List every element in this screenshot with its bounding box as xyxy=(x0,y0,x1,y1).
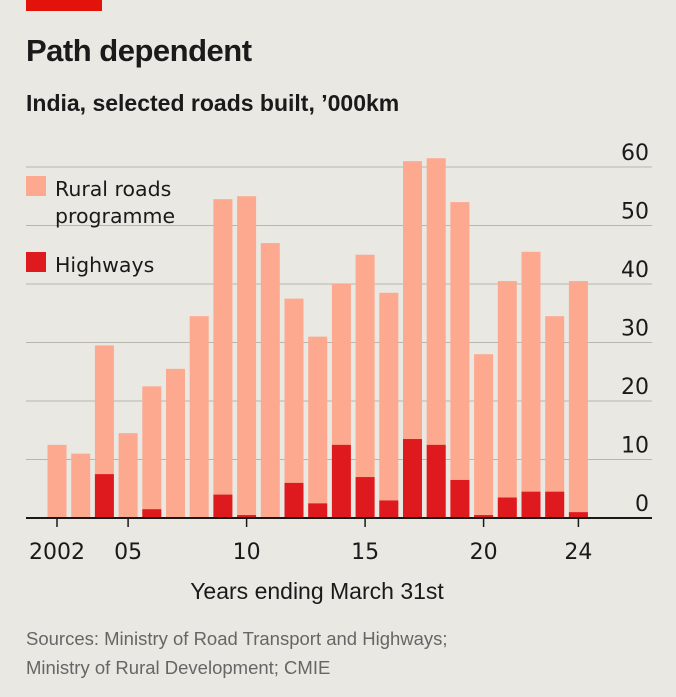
bar-highways xyxy=(213,494,233,518)
chart-title: Path dependent xyxy=(26,33,252,68)
bar-rural-roads xyxy=(379,292,399,518)
bar-rural-roads xyxy=(142,386,162,518)
bar-rural-roads xyxy=(166,368,185,518)
bar-highways xyxy=(497,497,517,518)
bar-rural-roads xyxy=(118,433,138,518)
bar-highways xyxy=(426,444,446,518)
bar-rural-roads xyxy=(260,243,280,519)
x-axis-label: Years ending March 31st xyxy=(190,578,444,604)
bar-rural-roads xyxy=(71,453,91,518)
legend-swatch xyxy=(26,176,46,196)
x-tick-label: 10 xyxy=(233,540,261,565)
bar-highways xyxy=(94,474,114,518)
bar-rural-roads xyxy=(426,158,446,518)
bar-highways xyxy=(355,477,375,518)
bar-highways xyxy=(545,491,565,518)
bar-rural-roads xyxy=(568,281,588,518)
y-tick-label: 60 xyxy=(621,141,649,166)
bar-rural-roads xyxy=(355,254,375,518)
bar-highways xyxy=(308,503,328,518)
bar-highways xyxy=(568,512,588,518)
legend-label: Rural roads xyxy=(55,177,171,201)
bar-rural-roads xyxy=(213,199,233,519)
x-tick-label: 15 xyxy=(351,540,379,565)
bar-rural-roads xyxy=(545,316,565,518)
bar-highways xyxy=(331,444,351,518)
x-tick-label: 05 xyxy=(114,540,142,565)
x-tick-label: 24 xyxy=(564,540,592,565)
bar-highways xyxy=(521,491,541,518)
bar-rural-roads xyxy=(47,444,67,518)
chart-subtitle: India, selected roads built, ’000km xyxy=(26,90,400,116)
bar-highways xyxy=(284,482,304,518)
source-line: Sources: Ministry of Road Transport and … xyxy=(26,628,448,649)
legend-swatch xyxy=(26,252,46,272)
bar-rural-roads xyxy=(474,354,494,518)
bar-rural-roads xyxy=(284,298,304,518)
bar-highways xyxy=(450,479,470,518)
y-tick-label: 20 xyxy=(621,375,649,400)
y-tick-label: 10 xyxy=(621,434,649,459)
bar-highways xyxy=(474,515,494,518)
bar-rural-roads xyxy=(521,251,541,518)
bar-rural-roads xyxy=(308,336,328,518)
bar-rural-roads xyxy=(450,202,470,518)
bar-rural-roads xyxy=(237,196,257,518)
bar-rural-roads xyxy=(497,281,517,518)
bar-rural-roads xyxy=(403,161,422,518)
brand-red-tag xyxy=(26,0,102,11)
source-line: Ministry of Rural Development; CMIE xyxy=(26,657,331,678)
x-tick-label: 2002 xyxy=(29,540,85,565)
y-tick-label: 50 xyxy=(621,200,649,225)
legend-label: Highways xyxy=(55,253,154,277)
y-tick-label: 0 xyxy=(635,492,649,517)
y-tick-label: 40 xyxy=(621,258,649,283)
source-note: Sources: Ministry of Road Transport and … xyxy=(26,624,448,682)
legend-label: programme xyxy=(55,204,175,228)
bar-highways xyxy=(379,500,399,518)
bar-highways xyxy=(237,515,257,518)
bar-highways xyxy=(142,509,162,518)
y-tick-label: 30 xyxy=(621,317,649,342)
bar-highways xyxy=(403,439,422,518)
bar-rural-roads xyxy=(189,316,209,518)
x-tick-label: 20 xyxy=(470,540,498,565)
